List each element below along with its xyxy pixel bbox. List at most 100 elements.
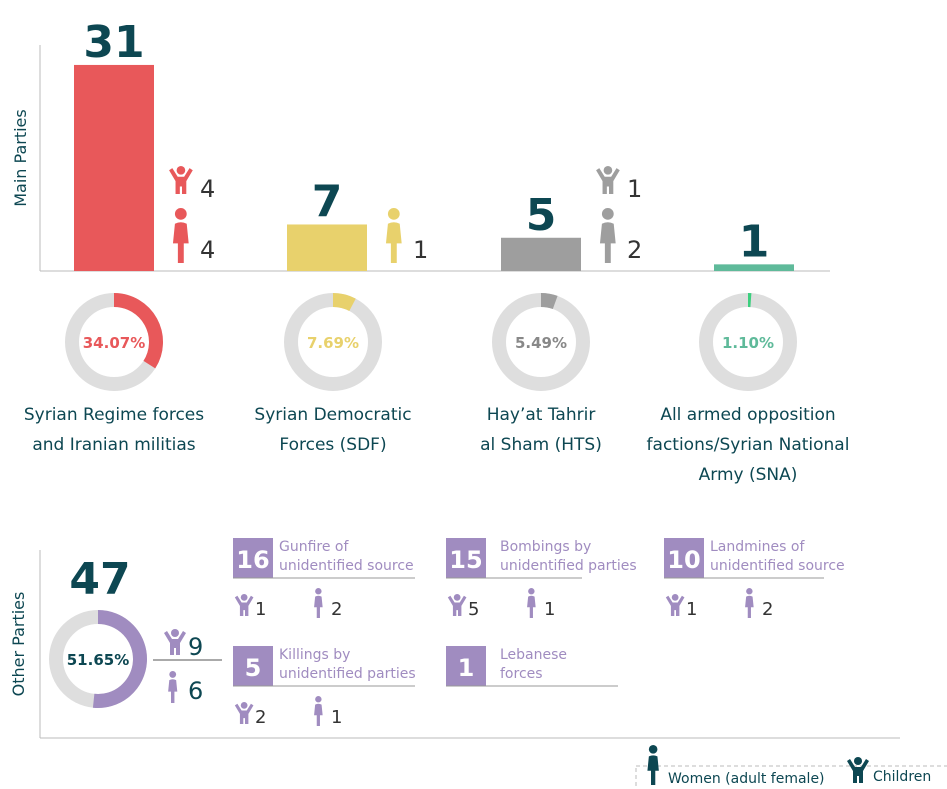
icon-head	[648, 745, 658, 754]
icon-head	[171, 629, 179, 637]
donut-arc	[540, 293, 558, 310]
icon-body	[745, 595, 754, 618]
icon-head	[240, 702, 248, 709]
icon-body	[385, 222, 402, 263]
legend-box	[635, 765, 947, 789]
item-label: Landmines of	[710, 539, 805, 555]
child-icon	[234, 594, 254, 616]
item-count: 16	[236, 546, 269, 574]
item-count: 10	[667, 546, 700, 574]
category-label: Syrian Democratic	[254, 405, 411, 425]
item-count: 15	[449, 546, 482, 574]
women-count: 1	[413, 236, 428, 264]
item-label: Gunfire of	[279, 539, 349, 555]
child-icon	[164, 629, 186, 655]
child-count: 5	[468, 599, 479, 620]
icon-body	[168, 679, 178, 703]
item-label: Lebanese	[500, 647, 567, 663]
legend-label: Children	[873, 769, 931, 785]
category-label: Syrian Regime forces	[24, 405, 204, 425]
item-label: Bombings by	[500, 539, 591, 555]
child-icon	[665, 594, 685, 616]
woman-icon	[314, 696, 323, 726]
axis-label: Main Parties	[11, 109, 30, 207]
bar	[501, 237, 581, 271]
total: 47	[69, 554, 130, 605]
category-label: factions/Syrian National	[647, 435, 850, 455]
icon-body	[665, 595, 685, 616]
women-count: 1	[544, 599, 555, 620]
woman-icon	[314, 588, 323, 618]
count-box	[233, 538, 273, 578]
woman-icon	[599, 208, 616, 263]
child-count: 1	[627, 175, 642, 203]
icon-body	[596, 168, 620, 194]
bar-value: 31	[83, 17, 144, 68]
category-label: and Iranian militias	[32, 435, 195, 455]
bar	[714, 264, 794, 271]
woman-icon	[385, 208, 402, 263]
child-icon	[847, 757, 869, 783]
icon-body	[164, 631, 186, 655]
bar	[287, 224, 367, 271]
legend-label: Women (adult female)	[668, 771, 825, 787]
icon-head	[387, 208, 400, 220]
count-box	[446, 538, 486, 578]
child-icon	[447, 594, 467, 616]
share-label: 5.49%	[515, 334, 567, 352]
bar-value: 1	[739, 216, 770, 267]
icon-head	[174, 208, 187, 220]
women-count: 2	[627, 236, 642, 264]
item-label: unidentified parties	[500, 558, 637, 574]
donut-arc	[113, 293, 163, 369]
icon-head	[528, 588, 535, 595]
woman-icon	[527, 588, 536, 618]
women-count: 1	[331, 707, 342, 728]
item-count: 5	[245, 654, 262, 682]
share-label: 51.65%	[67, 651, 129, 669]
icon-head	[169, 671, 177, 678]
child-count: 1	[255, 599, 266, 620]
icon-head	[176, 166, 186, 175]
bar	[74, 64, 154, 271]
item-label: Killings by	[279, 647, 350, 663]
item-count: 1	[458, 654, 475, 682]
icon-body	[647, 755, 659, 785]
category-label: Army (SNA)	[699, 465, 798, 485]
woman-icon	[647, 745, 659, 785]
axis-label: Other Parties	[9, 592, 28, 697]
item-label: unidentified parties	[279, 666, 416, 682]
icon-body	[169, 168, 193, 194]
icon-body	[314, 703, 323, 726]
count-box	[446, 646, 486, 686]
child-count: 2	[255, 707, 266, 728]
share-label: 1.10%	[722, 334, 774, 352]
icon-body	[234, 595, 254, 616]
category-label: Forces (SDF)	[279, 435, 386, 455]
women-count: 4	[200, 236, 215, 264]
child-icon	[169, 166, 193, 194]
woman-icon	[745, 588, 754, 618]
icon-body	[314, 595, 323, 618]
child-count: 9	[188, 633, 203, 661]
icon-head	[315, 588, 322, 595]
icon-body	[447, 595, 467, 616]
count-box	[664, 538, 704, 578]
icon-head	[746, 588, 753, 595]
item-label: forces	[500, 666, 543, 682]
icon-body	[172, 222, 189, 263]
icon-head	[671, 594, 679, 601]
child-icon	[596, 166, 620, 194]
icon-body	[847, 759, 869, 783]
icon-body	[234, 703, 254, 724]
icon-head	[453, 594, 461, 601]
bar-value: 5	[526, 190, 557, 241]
icon-head	[315, 696, 322, 703]
women-count: 6	[188, 677, 203, 705]
icon-head	[240, 594, 248, 601]
item-label: unidentified source	[279, 558, 414, 574]
category-label: All armed opposition	[660, 405, 835, 425]
share-label: 7.69%	[307, 334, 359, 352]
